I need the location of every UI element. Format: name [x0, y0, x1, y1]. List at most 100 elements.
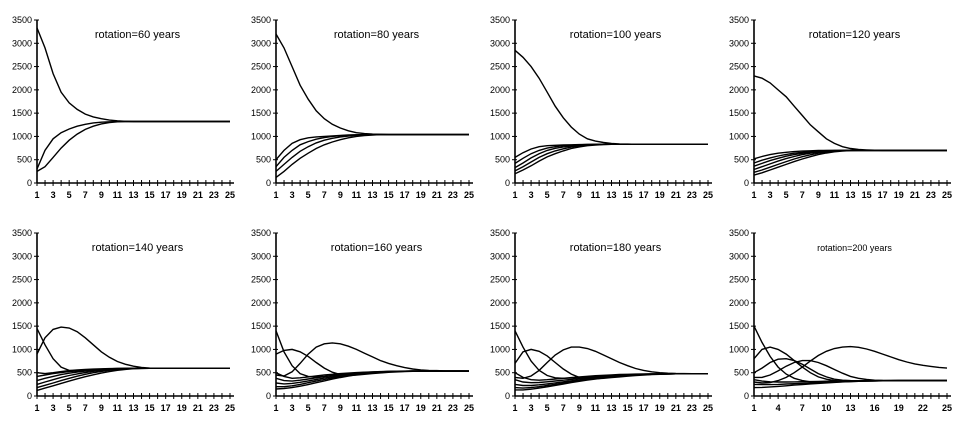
x-tick-label: 23	[209, 190, 219, 200]
x-tick-label: 22	[918, 403, 928, 413]
series-line-1	[36, 27, 230, 123]
x-tick-label: 11	[113, 190, 123, 200]
y-tick-label: 1500	[12, 108, 32, 118]
x-tick-label: 25	[703, 403, 713, 413]
x-tick-label: 11	[591, 403, 601, 413]
x-tick-label: 1	[34, 190, 39, 200]
x-tick-label: 3	[290, 403, 295, 413]
x-tick-label: 25	[942, 403, 952, 413]
x-tick-label: 17	[639, 403, 649, 413]
x-tick-label: 1	[34, 403, 39, 413]
y-tick-label: 0	[27, 178, 32, 188]
y-tick-label: 500	[734, 155, 749, 165]
x-tick-label: 13	[845, 190, 855, 200]
y-tick-label: 2000	[729, 85, 749, 95]
x-tick-label: 21	[193, 190, 203, 200]
y-tick-label: 3500	[251, 15, 271, 25]
y-tick-label: 2500	[490, 62, 510, 72]
y-tick-label: 0	[744, 391, 749, 401]
y-tick-label: 1500	[729, 108, 749, 118]
x-tick-label: 9	[99, 403, 104, 413]
x-tick-label: 17	[400, 190, 410, 200]
x-tick-label: 3	[51, 403, 56, 413]
x-tick-label: 5	[67, 190, 72, 200]
x-tick-label: 13	[367, 190, 377, 200]
x-tick-label: 7	[322, 190, 327, 200]
x-tick-label: 19	[416, 190, 426, 200]
x-tick-label: 13	[606, 403, 616, 413]
y-tick-label: 2500	[12, 62, 32, 72]
y-tick-label: 0	[266, 178, 271, 188]
y-tick-label: 1000	[490, 131, 510, 141]
x-tick-label: 15	[623, 190, 633, 200]
series-line-1	[514, 49, 708, 146]
series-line-3	[514, 143, 708, 164]
x-tick-label: 23	[448, 190, 458, 200]
x-tick-label: 5	[545, 403, 550, 413]
x-tick-label: 23	[926, 190, 936, 200]
x-tick-label: 3	[529, 190, 534, 200]
x-tick-label: 21	[193, 403, 203, 413]
x-tick-label: 11	[113, 403, 123, 413]
x-tick-label: 25	[464, 403, 474, 413]
x-tick-label: 5	[784, 190, 789, 200]
y-tick-label: 2500	[251, 62, 271, 72]
y-tick-label: 500	[256, 368, 271, 378]
x-tick-label: 21	[432, 190, 442, 200]
series-line-4	[275, 133, 469, 172]
x-tick-label: 17	[400, 403, 410, 413]
x-tick-label: 17	[161, 403, 171, 413]
x-tick-label: 7	[561, 403, 566, 413]
x-tick-label: 25	[942, 190, 952, 200]
y-tick-label: 3500	[490, 15, 510, 25]
series-line-8	[36, 367, 230, 392]
x-tick-label: 17	[161, 190, 171, 200]
y-tick-label: 3500	[490, 228, 510, 238]
chart-title: rotation=80 years	[334, 29, 420, 41]
y-tick-label: 3500	[251, 228, 271, 238]
x-tick-label: 19	[416, 403, 426, 413]
series-line-1	[753, 75, 947, 152]
y-tick-label: 1000	[251, 344, 271, 354]
x-tick-label: 19	[177, 190, 187, 200]
x-tick-label: 7	[322, 403, 327, 413]
x-tick-label: 13	[367, 403, 377, 413]
x-tick-label: 7	[561, 190, 566, 200]
y-tick-label: 3000	[490, 251, 510, 261]
y-tick-label: 2000	[490, 85, 510, 95]
y-tick-label: 1500	[490, 108, 510, 118]
y-tick-label: 0	[266, 391, 271, 401]
y-tick-label: 3000	[729, 38, 749, 48]
y-tick-label: 2500	[251, 275, 271, 285]
series-line-1	[753, 325, 947, 384]
x-tick-label: 13	[128, 190, 138, 200]
chart-title: rotation=180 years	[570, 242, 662, 254]
y-tick-label: 2500	[729, 275, 749, 285]
x-tick-label: 11	[830, 190, 840, 200]
chart-panel-8: 0 500 1000 1500 2000 2500 3000 3500 1 4 7 10 13 16 19 2…	[729, 228, 952, 413]
x-tick-label: 19	[655, 403, 665, 413]
y-tick-label: 2500	[490, 275, 510, 285]
x-tick-label: 3	[290, 190, 295, 200]
x-tick-label: 1	[751, 403, 756, 413]
y-tick-label: 1000	[12, 131, 32, 141]
y-tick-label: 1500	[251, 321, 271, 331]
series-line-5	[514, 143, 708, 172]
y-tick-label: 3500	[12, 228, 32, 238]
y-tick-label: 3500	[729, 228, 749, 238]
x-tick-label: 17	[878, 190, 888, 200]
x-tick-label: 15	[145, 403, 155, 413]
x-tick-label: 23	[448, 403, 458, 413]
y-tick-label: 500	[17, 368, 32, 378]
x-tick-label: 17	[639, 190, 649, 200]
x-tick-label: 21	[671, 403, 681, 413]
y-tick-label: 3000	[251, 251, 271, 261]
x-tick-label: 1	[273, 403, 278, 413]
series-line-1	[275, 33, 469, 136]
x-tick-label: 9	[338, 403, 343, 413]
y-tick-label: 3000	[729, 251, 749, 261]
